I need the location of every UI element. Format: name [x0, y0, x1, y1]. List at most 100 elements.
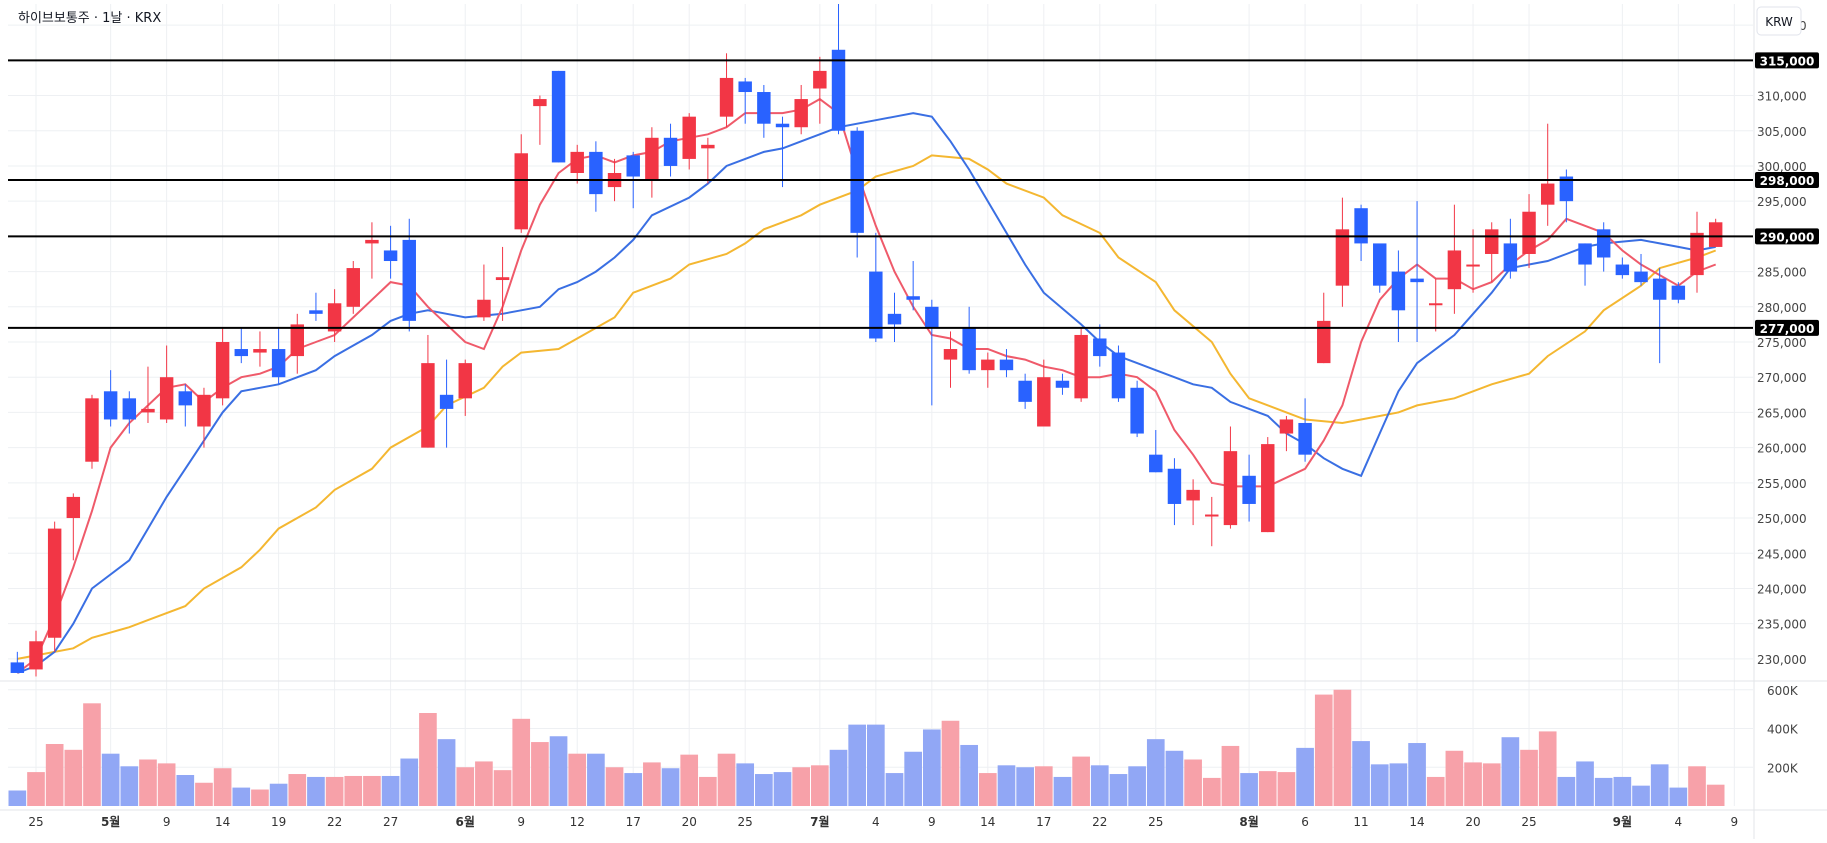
- candle-body[interactable]: [327, 303, 342, 332]
- candle-body[interactable]: [1484, 229, 1499, 254]
- volume-bar[interactable]: [978, 773, 997, 806]
- volume-bar[interactable]: [997, 765, 1016, 806]
- volume-bar[interactable]: [1034, 766, 1053, 806]
- volume-bar[interactable]: [661, 768, 680, 806]
- volume-bar[interactable]: [325, 776, 344, 806]
- candle-body[interactable]: [719, 77, 734, 117]
- candle-body[interactable]: [85, 398, 99, 462]
- volume-bar[interactable]: [45, 744, 64, 806]
- volume-bar[interactable]: [475, 761, 493, 806]
- candle-body[interactable]: [962, 327, 976, 371]
- volume-bar[interactable]: [1240, 773, 1258, 806]
- volume-bar[interactable]: [1128, 766, 1146, 806]
- candle-body[interactable]: [906, 296, 920, 300]
- candle-body[interactable]: [197, 394, 211, 427]
- candle-body[interactable]: [122, 398, 137, 420]
- candle-body[interactable]: [626, 155, 640, 177]
- candle-body[interactable]: [1503, 243, 1518, 272]
- candle-body[interactable]: [103, 391, 118, 420]
- candle-body[interactable]: [1018, 380, 1032, 402]
- volume-bar[interactable]: [269, 783, 288, 806]
- candle-body[interactable]: [346, 268, 360, 307]
- candle-body[interactable]: [1690, 232, 1704, 276]
- candle-body[interactable]: [290, 324, 304, 357]
- volume-bar[interactable]: [381, 775, 400, 806]
- candle-body[interactable]: [29, 641, 43, 670]
- volume-bar[interactable]: [1296, 747, 1314, 806]
- volume-bar[interactable]: [1109, 774, 1128, 806]
- volume-bar[interactable]: [232, 787, 251, 806]
- candle-body[interactable]: [10, 662, 25, 673]
- volume-bar[interactable]: [1053, 776, 1072, 806]
- candle-body[interactable]: [589, 151, 603, 195]
- volume-bar[interactable]: [960, 744, 978, 806]
- candle-body[interactable]: [1074, 334, 1088, 399]
- volume-bar[interactable]: [1501, 737, 1520, 806]
- volume-bar[interactable]: [587, 753, 605, 806]
- candle-body[interactable]: [1708, 222, 1723, 247]
- volume-bar[interactable]: [1352, 741, 1370, 806]
- volume-bar[interactable]: [1389, 763, 1408, 806]
- volume-bar[interactable]: [1594, 777, 1613, 806]
- volume-bar[interactable]: [1146, 739, 1165, 806]
- volume-bar[interactable]: [1221, 745, 1240, 806]
- candle-body[interactable]: [402, 239, 416, 321]
- candle-body[interactable]: [738, 81, 752, 93]
- volume-bar[interactable]: [1016, 767, 1034, 806]
- candle-body[interactable]: [570, 151, 584, 173]
- candle-body[interactable]: [1447, 250, 1462, 290]
- volume-bar[interactable]: [643, 762, 661, 806]
- candle-body[interactable]: [1149, 454, 1163, 473]
- candle-body[interactable]: [869, 271, 883, 339]
- candle-body[interactable]: [533, 99, 547, 107]
- volume-bar[interactable]: [1370, 764, 1389, 806]
- volume-bar[interactable]: [139, 759, 157, 807]
- volume-bar[interactable]: [1557, 776, 1576, 806]
- candle-body[interactable]: [1298, 422, 1312, 455]
- candle-body[interactable]: [813, 70, 827, 89]
- volume-bar[interactable]: [773, 772, 792, 806]
- candle-body[interactable]: [1559, 176, 1574, 202]
- candle-body[interactable]: [421, 363, 435, 448]
- candle-body[interactable]: [1652, 278, 1667, 300]
- candle-body[interactable]: [999, 359, 1014, 371]
- candle-body[interactable]: [365, 239, 379, 244]
- candle-body[interactable]: [1615, 264, 1630, 276]
- volume-bar[interactable]: [1258, 771, 1277, 806]
- volume-bar[interactable]: [1576, 761, 1594, 806]
- candle-body[interactable]: [1391, 271, 1406, 311]
- volume-bar[interactable]: [1314, 694, 1333, 806]
- volume-bar[interactable]: [531, 742, 549, 806]
- candle-body[interactable]: [141, 408, 155, 413]
- candle-body[interactable]: [439, 394, 454, 409]
- candle-body[interactable]: [1093, 338, 1107, 357]
- volume-bar[interactable]: [1184, 759, 1202, 807]
- volume-bar[interactable]: [493, 770, 512, 806]
- candle-body[interactable]: [253, 349, 267, 353]
- candle-body[interactable]: [981, 359, 995, 371]
- moving-average-10-line[interactable]: [16, 112, 1716, 674]
- volume-bar[interactable]: [699, 776, 717, 806]
- candle-body[interactable]: [514, 153, 528, 230]
- candle-body[interactable]: [831, 49, 846, 131]
- volume-bar[interactable]: [829, 749, 848, 806]
- volume-bar[interactable]: [83, 703, 101, 806]
- candle-body[interactable]: [1261, 444, 1275, 533]
- candle-body[interactable]: [645, 137, 659, 181]
- volume-bar[interactable]: [811, 765, 829, 806]
- volume-bar[interactable]: [549, 736, 568, 806]
- candle-body[interactable]: [383, 250, 398, 262]
- volume-bar[interactable]: [195, 782, 213, 806]
- candle-body[interactable]: [234, 349, 249, 357]
- candle-body[interactable]: [215, 342, 230, 399]
- volume-bar[interactable]: [755, 774, 773, 806]
- volume-bar[interactable]: [363, 775, 381, 806]
- candle-body[interactable]: [1335, 229, 1350, 286]
- volume-bar[interactable]: [717, 753, 736, 806]
- volume-bar[interactable]: [512, 718, 531, 806]
- volume-bar[interactable]: [1072, 756, 1090, 806]
- volume-bar[interactable]: [1688, 766, 1706, 806]
- volume-bar[interactable]: [1482, 763, 1501, 806]
